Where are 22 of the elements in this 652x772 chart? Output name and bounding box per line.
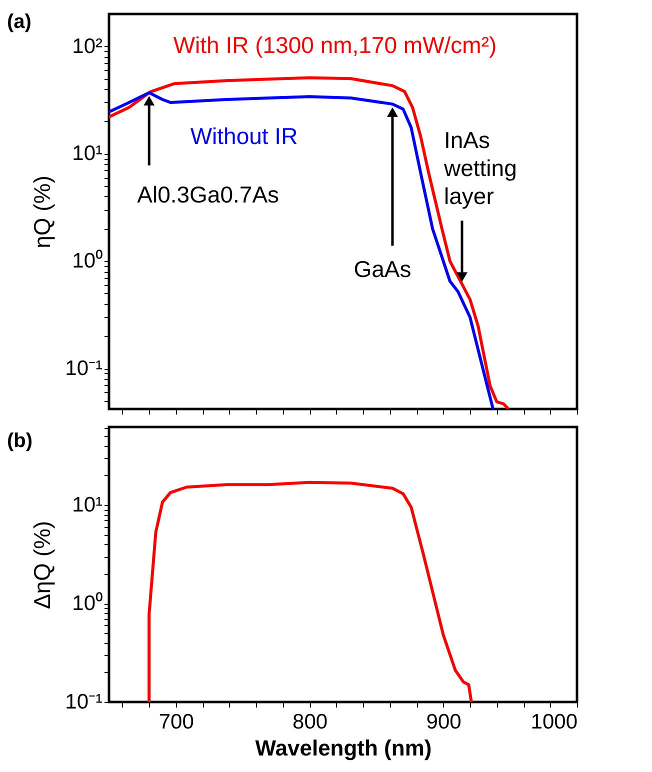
series-label: Without IR: [190, 123, 298, 149]
y-tick-label: 10⁰: [72, 250, 102, 273]
series-label: With IR (1300 nm,170 mW/cm²): [173, 32, 497, 58]
y-tick-label: 10²: [72, 34, 102, 58]
y-axis-title: ΔηQ (%): [29, 520, 56, 610]
x-tick-label: 800: [292, 710, 328, 734]
annotation: GaAs: [354, 256, 412, 282]
line-series: [148, 480, 473, 702]
x-axis-title: Wavelength (nm): [255, 736, 432, 760]
text: (b): [7, 430, 33, 452]
annotation: InAs wetting layer: [443, 126, 517, 209]
y-tick-label: 10¹: [72, 494, 102, 517]
y-tick-label: 10¹: [72, 142, 102, 166]
y-axis-title: ηQ (%): [29, 176, 56, 248]
y-tick-label: 10⁻¹: [65, 357, 102, 380]
x-tick-label: 900: [426, 710, 462, 734]
y-tick-label: 10⁻¹: [65, 690, 102, 714]
text: (a): [7, 11, 32, 33]
x-tick-label: 700: [158, 710, 194, 734]
annotation: Al0.3Ga0.7As: [137, 181, 280, 208]
y-tick-label: 10⁰: [72, 592, 102, 616]
x-tick-label: 1000: [530, 710, 578, 734]
